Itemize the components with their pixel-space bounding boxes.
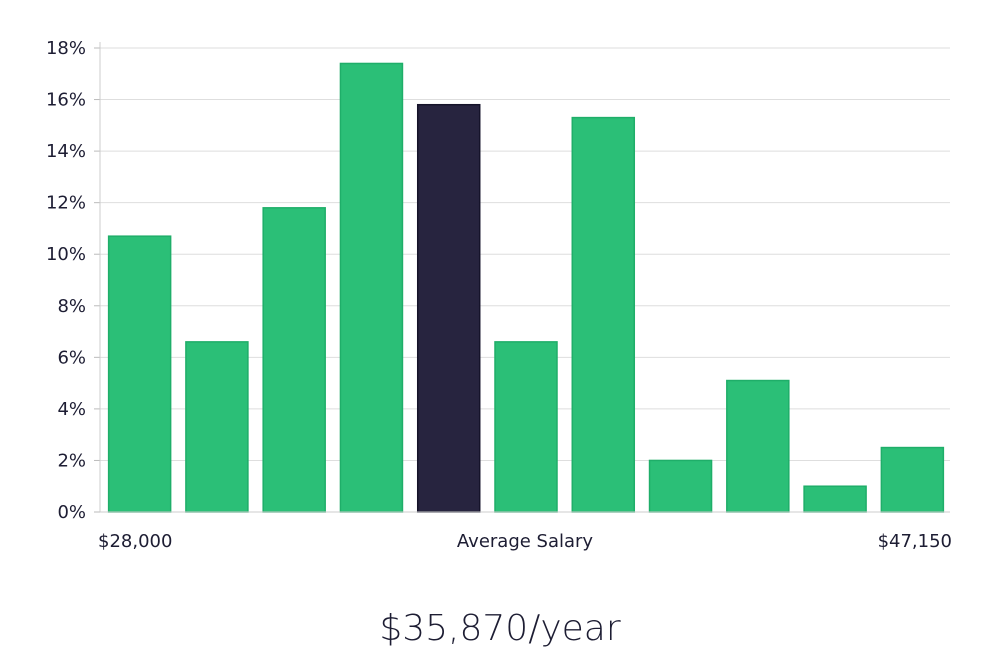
x-label-min: $28,000 xyxy=(98,531,172,552)
y-tick-label: 2% xyxy=(57,450,86,471)
bar xyxy=(648,459,713,513)
bar xyxy=(262,207,326,513)
bar xyxy=(494,341,558,513)
x-label-max: $47,150 xyxy=(878,531,952,552)
y-tick-label: 12% xyxy=(46,193,86,214)
bar-highlighted xyxy=(416,103,481,513)
average-salary-value: $35,870/year xyxy=(379,608,621,649)
bar xyxy=(880,446,945,513)
bar xyxy=(107,235,172,513)
y-tick-label: 6% xyxy=(57,347,86,368)
y-tick-label: 0% xyxy=(57,502,86,523)
bar xyxy=(571,116,636,513)
bars xyxy=(107,62,945,513)
y-tick-label: 16% xyxy=(46,90,86,111)
bar xyxy=(726,379,790,513)
y-tick-label: 8% xyxy=(57,296,86,317)
y-axis-ticks: 0% 2% 4% 6% 8% 10% 12% 14% 16% 18% xyxy=(46,38,100,523)
x-label-center: Average Salary xyxy=(457,531,594,552)
y-tick-label: 4% xyxy=(57,399,86,420)
bar xyxy=(339,62,404,513)
salary-histogram: 0% 2% 4% 6% 8% 10% 12% 14% 16% 18% $28,000 Averag… xyxy=(46,38,952,552)
y-tick-label: 14% xyxy=(46,141,86,162)
bar xyxy=(185,341,249,513)
bar xyxy=(803,485,867,513)
y-tick-label: 10% xyxy=(46,244,86,265)
y-tick-label: 18% xyxy=(46,38,86,59)
